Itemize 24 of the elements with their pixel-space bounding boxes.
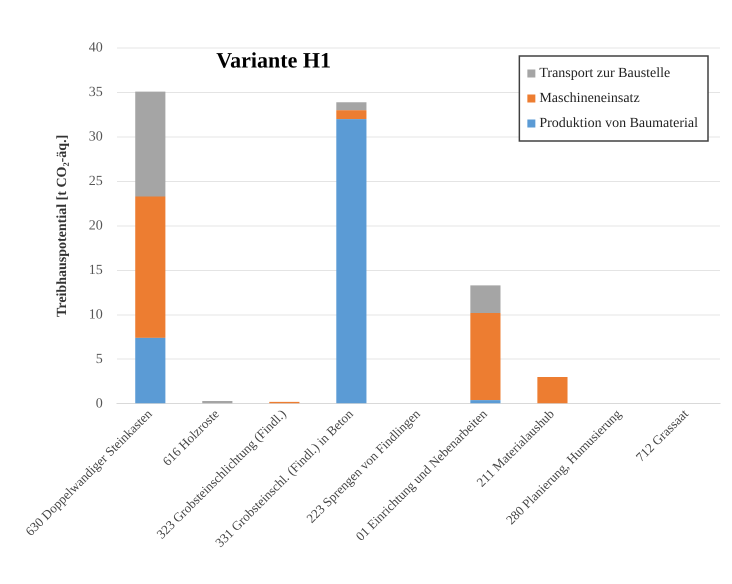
y-tick-label: 0 (96, 396, 103, 412)
y-tick-label: 40 (88, 40, 103, 56)
y-tick-label: 30 (88, 130, 103, 145)
bar (135, 196, 166, 338)
legend-label: Transport zur Baustelle (539, 66, 670, 82)
bar (470, 285, 500, 313)
bar (336, 119, 366, 404)
y-tick-label: 10 (88, 307, 103, 322)
y-axis-title: Treibhauspotential [t CO₂-äq.] (55, 134, 70, 317)
y-tick-label: 15 (88, 262, 103, 278)
legend-label: Produktion von Baumaterial (539, 116, 698, 132)
bar (336, 110, 366, 120)
y-tick-label: 35 (88, 85, 103, 100)
bar (336, 102, 366, 110)
bar (470, 312, 500, 400)
bar (135, 92, 166, 196)
chart-title: Variante H1 (216, 48, 331, 73)
legend-label: Maschineneinsatz (539, 91, 640, 106)
bar (537, 377, 568, 404)
y-tick-label: 5 (96, 352, 103, 367)
y-tick-label: 20 (88, 218, 103, 234)
bar (135, 338, 166, 404)
bar (470, 400, 500, 404)
y-tick-label: 25 (88, 174, 103, 190)
